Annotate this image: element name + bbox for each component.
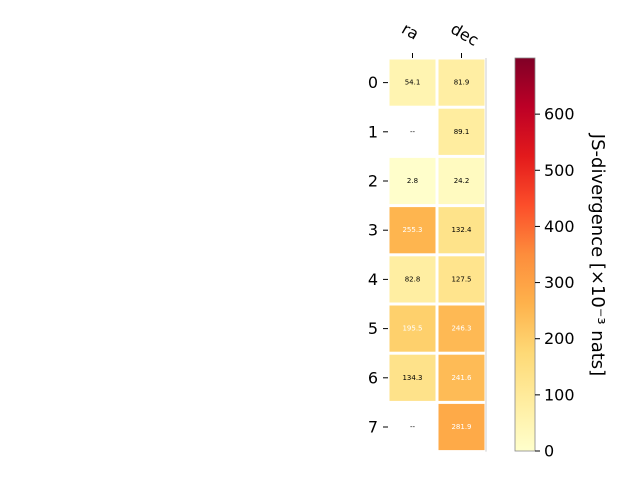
colorbar-tick-label: 300 [544,273,575,292]
heatmap-cell [438,108,485,155]
heatmap-cell [389,256,436,303]
colorbar-tick-label: 0 [544,442,554,461]
row-tick-labels: 0 1 2 3 4 5 6 7 [368,73,388,437]
cell-value-label: 281.9 [451,423,471,431]
cell-value-label: 132.4 [451,226,472,234]
row-tick-label: 2 [368,172,378,191]
cell-value-label: 81.9 [454,79,470,87]
cell-value-label: 127.5 [451,275,471,283]
colorbar: 0 100 200 300 400 500 600 [514,57,575,461]
row-tick-label: 4 [368,270,378,289]
column-tick-label: dec [448,19,482,50]
heatmap-cell [438,305,485,352]
cell-value-label: 134.3 [402,374,422,382]
row-tick-label: 5 [368,319,378,338]
colorbar-tick-label: 400 [544,217,575,236]
heatmap-cell [389,305,436,352]
cell-value-label: 54.1 [405,79,421,87]
cell-value-label: 195.5 [402,325,422,333]
colorbar-tick-label: 600 [544,105,575,124]
row-tick-label: 7 [368,418,378,437]
heatmap-cell [438,157,485,205]
row-tick-label: 6 [368,368,378,387]
cell-value-label: -- [410,423,416,431]
heatmap-cell [438,207,485,254]
colorbar-gradient [514,57,536,452]
colorbar-tick-label: 100 [544,385,575,404]
row-tick-label: 1 [368,122,378,141]
heatmap-cell [438,403,485,451]
row-tick-label: 3 [368,221,378,240]
colorbar-label: JS-divergence [×10⁻³ nats] [587,133,608,376]
cell-value-label: 255.3 [402,226,422,234]
cell-value-label: 246.3 [451,325,471,333]
cell-value-label: -- [410,128,416,136]
column-tick-label: ra [399,19,423,44]
heatmap-cell [438,59,485,106]
cell-value-label: 2.8 [407,177,418,185]
colorbar-tick-label: 200 [544,329,575,348]
heatmap-cell [438,354,485,401]
heatmap-cell [389,157,436,205]
heatmap-cell [389,354,436,401]
cell-value-label: 82.8 [405,275,421,283]
heatmap-cell [438,256,485,303]
cell-value-label: 241.6 [451,374,472,382]
heatmap-cell [389,207,436,254]
column-tick-labels: ra dec [399,19,482,58]
row-tick-label: 0 [368,73,378,92]
cell-value-label: 24.2 [454,177,470,185]
colorbar-tick-label: 500 [544,161,575,180]
heatmap-cells: 54.1 81.9 -- 89.1 2.8 24.2 255.3 132.4 82.8 127.5… [389,58,487,452]
cell-value-label: 89.1 [454,128,470,136]
heatmap-cell [389,59,436,106]
